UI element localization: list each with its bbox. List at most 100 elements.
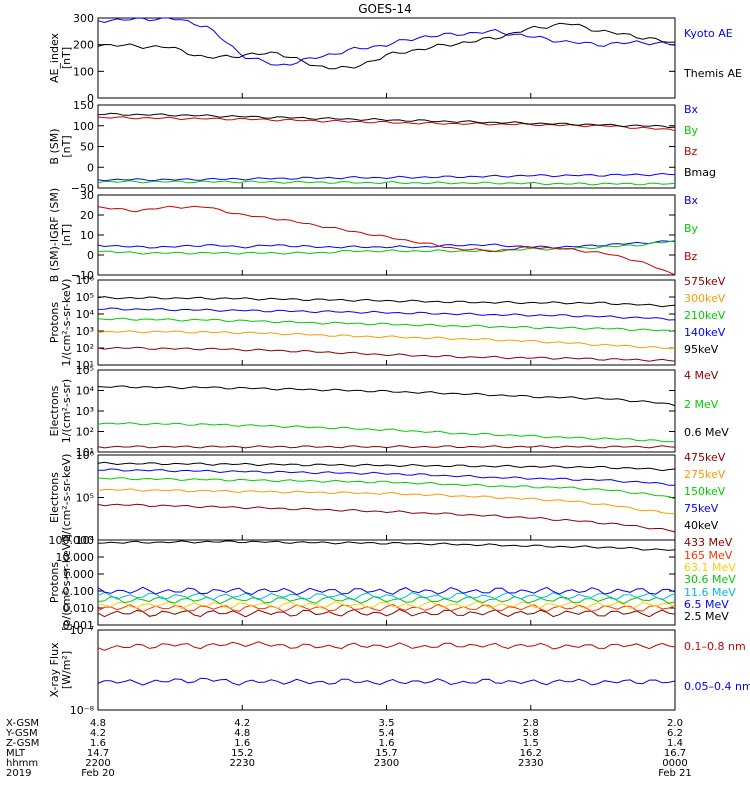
x-axis-value: 2200 (85, 758, 110, 769)
y-tick-label: 0.010 (63, 602, 95, 615)
y-tick-label: 30 (80, 189, 94, 202)
x-axis-value: 1.6 (379, 738, 395, 749)
series-line (97, 330, 676, 349)
x-axis-value: 1.6 (234, 738, 250, 749)
panel-frame (97, 629, 676, 711)
x-axis-value: 3.5 (379, 718, 395, 729)
x-axis-value: 5.8 (523, 728, 539, 739)
legend-label: 11.6 MeV (684, 586, 736, 599)
x-row-label: X-GSM (6, 718, 39, 729)
y-tick-label: 0.100 (63, 585, 95, 598)
series-line (97, 586, 676, 596)
legend-label: 275keV (684, 468, 726, 481)
y-tick-label: 10³ (76, 405, 94, 418)
y-axis-label: 1/(cm²-s-sr-keV) (60, 454, 73, 542)
series-line (97, 488, 676, 515)
y-tick-label: 10⁻⁷ (70, 624, 94, 637)
x-axis-value: 15.7 (375, 748, 397, 759)
y-axis-label: B (SM) (48, 128, 61, 164)
y-tick-label: 10³ (76, 325, 94, 338)
x-axis-value: 5.4 (379, 728, 395, 739)
y-axis-label: Protons (48, 302, 61, 343)
x-axis-value: 1.5 (523, 738, 539, 749)
legend-label: 2.5 MeV (684, 610, 729, 623)
legend-label: 0.05–0.4 nm (684, 680, 750, 693)
x-axis-value: 1.4 (667, 738, 683, 749)
panel-frame (97, 17, 676, 99)
y-axis-label: X-ray Flux (48, 642, 61, 698)
y-tick-label: 10¹ (76, 446, 94, 459)
legend-label: 4 MeV (684, 369, 719, 382)
legend-label: 300keV (684, 292, 726, 305)
x-axis-value: Feb 20 (81, 768, 115, 779)
panel-frame (97, 104, 676, 189)
legend-label: 75keV (684, 502, 719, 515)
y-tick-label: 200 (73, 39, 94, 52)
series-line (97, 477, 676, 500)
y-tick-label: 10⁻⁸ (70, 704, 95, 717)
legend-label: 2 MeV (684, 398, 719, 411)
series-line (97, 422, 676, 443)
y-axis-label: Electrons (48, 385, 61, 436)
x-axis-value: 16.2 (520, 748, 542, 759)
x-row-label: hhmm (6, 758, 38, 769)
legend-label: Bmag (684, 166, 716, 179)
y-tick-label: 50 (80, 141, 94, 154)
x-row-label: 2019 (6, 768, 31, 779)
y-tick-label: −50 (71, 182, 94, 195)
y-tick-label: 20 (80, 209, 94, 222)
y-tick-label: 10⁴ (76, 534, 95, 547)
x-axis-value: 4.2 (234, 718, 250, 729)
chart-title: GOES-14 (358, 2, 412, 16)
legend-label: Themis AE (683, 67, 742, 80)
series-line (97, 600, 676, 610)
series-line (97, 608, 676, 618)
y-axis-label: Protons (48, 562, 61, 603)
series-line (97, 307, 676, 321)
y-axis-label: AE_index (48, 32, 61, 83)
series-line (97, 180, 676, 186)
x-axis-value: 2300 (374, 758, 399, 769)
legend-label: Bz (684, 145, 698, 158)
y-tick-label: 0 (87, 161, 94, 174)
legend-label: 63.1 MeV (684, 561, 736, 574)
panel-7: 0.001 0.010 0.100 1.000 10.000 100.000 Protons… (48, 534, 736, 632)
panel-3: −10 0 10 20 30 B (SM)-IGRF (SM) [nT] Bx By Bz (48, 188, 699, 282)
y-tick-label: 0 (87, 92, 94, 105)
x-axis-value: 1.6 (90, 738, 106, 749)
series-line (97, 22, 676, 70)
y-axis-label: 1/(cm²-s-sr) (60, 379, 73, 443)
x-axis-value: 16.7 (664, 748, 686, 759)
series-line (97, 172, 676, 182)
x-axis-value: 4.8 (234, 728, 250, 739)
legend-label: 140keV (684, 326, 726, 339)
series-line (97, 239, 676, 255)
legend-label: Kyoto AE (684, 27, 733, 40)
y-tick-label: 10⁵ (76, 291, 94, 304)
y-tick-label: 10² (76, 426, 94, 439)
panel-6: 10⁴ 10⁵ 10⁶ Electrons 1/(cm²-s-sr-keV) 475keV… (48, 449, 726, 547)
panel-1: 0 100 200 300 AE_index [nT] Kyoto AE Themis AE (48, 12, 742, 105)
x-axis-table: X-GSMY-GSMZ-GSMMLThhmm20194.84.21.614.72… (5, 718, 692, 779)
y-tick-label: 10⁶ (76, 274, 95, 287)
legend-label: 95keV (684, 343, 719, 356)
legend-label: 30.6 MeV (684, 573, 736, 586)
x-axis-value: 4.2 (90, 728, 106, 739)
series-line (97, 641, 676, 651)
legend-label: Bz (684, 250, 698, 263)
series-line (97, 503, 676, 533)
x-axis-value: 2230 (230, 758, 255, 769)
series-line (97, 591, 676, 601)
x-row-label: Z-GSM (6, 738, 39, 749)
y-tick-label: 10⁵ (76, 364, 94, 377)
y-tick-label: 10² (76, 342, 94, 355)
x-axis-value: 2.8 (523, 718, 539, 729)
x-axis-value: 6.2 (667, 728, 683, 739)
y-axis-label: [nT] (60, 47, 73, 69)
x-row-label: Y-GSM (5, 728, 38, 739)
y-tick-label: 100 (73, 65, 94, 78)
y-tick-label: 10⁵ (76, 492, 94, 505)
series-line (97, 112, 676, 129)
y-axis-label: [nT] (60, 135, 73, 157)
